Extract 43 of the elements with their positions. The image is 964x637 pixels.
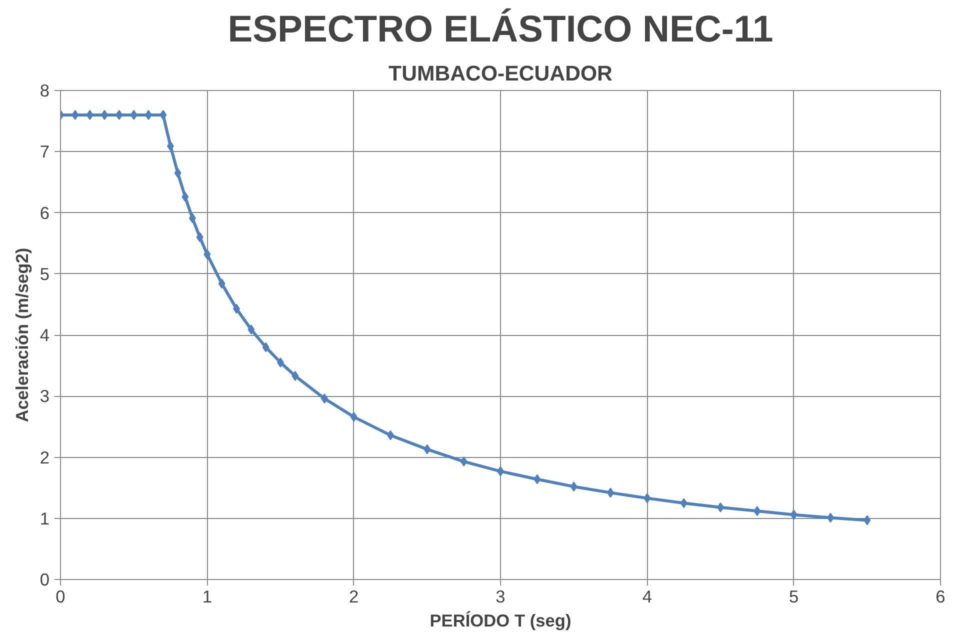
x-tick-label: 4: [642, 586, 652, 606]
point: [116, 110, 123, 120]
x-tick-label: 1: [202, 586, 212, 606]
y-tick-label: 3: [40, 386, 50, 406]
y-tick-label: 4: [40, 325, 50, 345]
x-tick-label: 5: [789, 586, 799, 606]
point: [460, 456, 468, 467]
point: [644, 493, 651, 504]
y-tick-label: 6: [40, 202, 50, 223]
point: [182, 192, 189, 202]
point: [72, 110, 79, 120]
chart-title: ESPECTRO ELÁSTICO NEC-11: [228, 8, 774, 50]
point: [204, 249, 211, 260]
x-tick-label: 3: [496, 586, 506, 606]
x-tick-label: 6: [936, 586, 946, 606]
y-tick-label: 8: [40, 80, 50, 100]
point: [350, 412, 358, 422]
point: [790, 510, 798, 520]
point: [864, 515, 871, 526]
point: [754, 506, 761, 516]
y-tick-label: 5: [40, 264, 50, 284]
point: [534, 474, 541, 484]
point: [130, 110, 138, 120]
point: [262, 342, 270, 352]
point: [292, 370, 299, 381]
x-axis-title: PERÍODO T (seg): [430, 610, 572, 630]
point: [424, 444, 431, 454]
point: [570, 482, 578, 492]
point: [86, 110, 94, 120]
point: [174, 168, 182, 178]
point: [218, 278, 226, 289]
y-tick-label: 2: [40, 447, 50, 468]
y-tick-label: 1: [40, 508, 50, 528]
y-tick-label: 7: [40, 142, 50, 162]
y-axis-title: Aceleración (m/seg2): [12, 248, 32, 422]
chart-subtitle: TUMBACO-ECUADOR: [388, 62, 612, 86]
point: [248, 324, 255, 334]
y-tick-label: 0: [40, 570, 50, 590]
point: [196, 232, 204, 242]
point: [680, 498, 688, 508]
x-tick-label: 0: [56, 586, 66, 606]
x-tick-label: 2: [349, 586, 359, 606]
point: [160, 110, 167, 120]
